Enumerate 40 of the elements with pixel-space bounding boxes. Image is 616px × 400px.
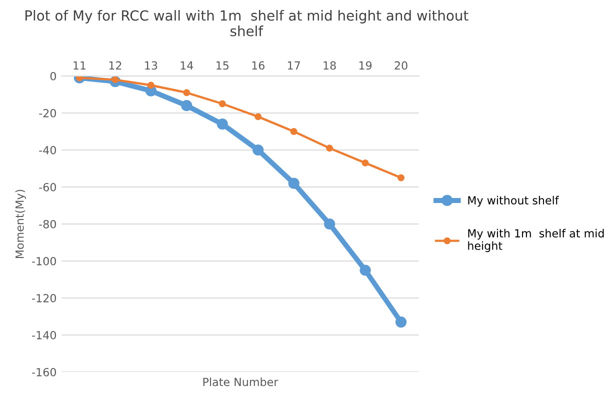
point — [398, 174, 404, 182]
y-axis-title: Moment(My) — [15, 190, 26, 258]
point — [218, 100, 226, 108]
point — [216, 118, 228, 130]
point — [290, 128, 298, 135]
point — [326, 144, 334, 152]
y-tick-label: -20 — [39, 108, 56, 118]
point — [76, 76, 83, 82]
y-tick-label: -80 — [39, 220, 56, 228]
y-tick-label: -40 — [39, 146, 56, 154]
legend-label: My with 1m shelf at mid height — [468, 228, 604, 252]
y-tick-label: -160 — [32, 368, 56, 376]
point — [252, 144, 264, 156]
y-tick-label: 0 — [50, 72, 56, 80]
point — [288, 178, 300, 189]
point — [324, 218, 336, 230]
x-tick-label: 13 — [145, 61, 158, 70]
x-tick-label: 17 — [288, 61, 300, 70]
x-tick-label: 19 — [359, 61, 372, 70]
x-tick-label: 14 — [180, 61, 194, 70]
point — [183, 89, 190, 96]
point — [254, 113, 262, 120]
x-axis-title: Plate Number — [203, 378, 278, 386]
x-tick-label: 15 — [216, 61, 228, 70]
x-tick-label: 12 — [109, 61, 122, 70]
y-tick-label: -60 — [39, 182, 56, 192]
x-tick-label: 18 — [324, 61, 336, 70]
y-tick-label: -120 — [32, 294, 56, 302]
y-tick-label: -100 — [32, 256, 56, 266]
point — [360, 264, 371, 276]
y-tick-label: -140 — [32, 330, 56, 340]
x-tick-label: 16 — [252, 61, 264, 70]
x-tick-label: 11 — [74, 61, 86, 70]
point — [181, 100, 192, 112]
point — [395, 316, 407, 328]
point — [147, 82, 154, 89]
chart-title: Plot of My for RCC wall with 1m shelf at mid height and without shelf — [25, 10, 468, 36]
legend-label: My without shelf — [468, 196, 560, 207]
x-tick-label: 20 — [394, 61, 408, 70]
point — [362, 159, 369, 166]
